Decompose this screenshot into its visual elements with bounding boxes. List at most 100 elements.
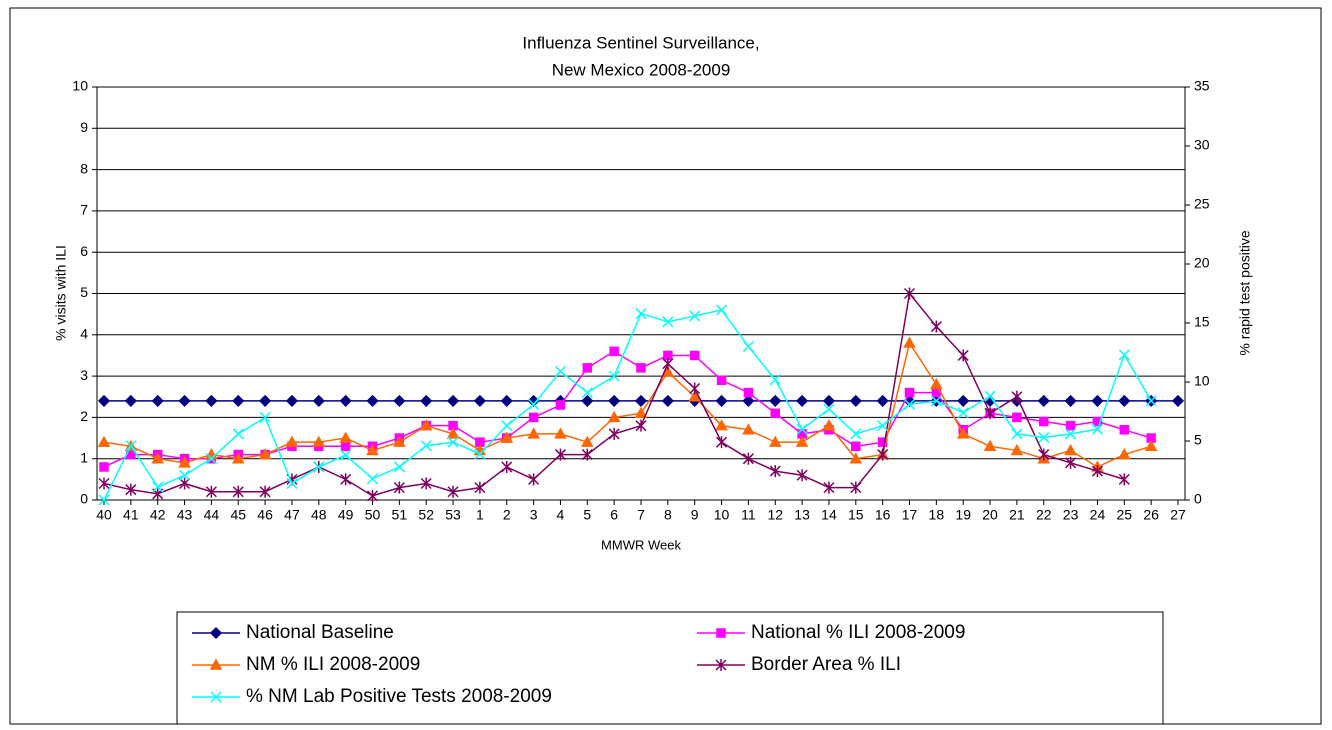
marker	[97, 394, 111, 407]
marker	[259, 411, 271, 423]
x-tick-label: 10	[714, 507, 730, 523]
marker	[1118, 349, 1130, 361]
marker	[956, 427, 970, 439]
marker	[849, 394, 862, 407]
x-tick-label: 46	[257, 507, 273, 523]
marker	[366, 473, 379, 485]
marker	[716, 436, 728, 449]
marker	[661, 394, 674, 407]
marker	[393, 461, 405, 473]
marker	[209, 658, 223, 670]
marker	[957, 394, 970, 407]
x-tick-label: 25	[1117, 507, 1133, 523]
x-tick-label: 17	[902, 507, 918, 523]
x-tick-label: 22	[1036, 507, 1052, 523]
marker	[1065, 428, 1077, 440]
y-tick-label: 1	[80, 449, 88, 465]
marker	[420, 440, 432, 452]
marker	[179, 469, 191, 481]
marker	[877, 420, 889, 432]
marker	[1171, 394, 1185, 407]
marker	[340, 473, 352, 486]
marker	[339, 394, 352, 407]
marker	[850, 481, 862, 494]
marker	[716, 304, 728, 316]
x-tick-label: 47	[284, 507, 300, 523]
marker	[715, 659, 727, 671]
marker	[903, 398, 916, 410]
marker	[903, 287, 916, 300]
marker	[634, 394, 648, 407]
marker	[608, 394, 621, 407]
marker	[769, 465, 781, 478]
x-tick-label: 51	[392, 507, 408, 523]
marker	[178, 456, 191, 468]
marker	[877, 448, 889, 461]
marker	[286, 477, 298, 490]
marker	[1064, 394, 1077, 407]
marker	[715, 394, 728, 407]
marker	[554, 365, 566, 377]
legend-label: Border Area % ILI	[751, 654, 901, 675]
marker	[124, 394, 137, 407]
marker	[1065, 420, 1076, 431]
marker	[151, 452, 164, 464]
marker	[420, 477, 432, 490]
marker	[688, 390, 701, 402]
marker	[205, 485, 217, 498]
marker	[769, 374, 781, 386]
marker	[232, 428, 244, 440]
legend-label: NM % ILI 2008-2009	[246, 654, 420, 675]
marker	[447, 436, 459, 448]
x-tick-label: 26	[1143, 507, 1159, 523]
marker	[1064, 443, 1077, 456]
y-tick-label: 6	[80, 243, 88, 259]
marker	[823, 481, 835, 494]
marker	[742, 423, 755, 435]
chart-title: Influenza Sentinel Surveillance,	[522, 33, 759, 52]
marker	[581, 435, 594, 447]
x-tick-label: 12	[767, 507, 783, 523]
x-tick-label: 2	[503, 507, 511, 523]
x-tick-label: 48	[311, 507, 327, 523]
y2-tick-label: 5	[1194, 432, 1202, 448]
marker	[822, 419, 836, 431]
marker	[1038, 431, 1050, 443]
marker	[209, 626, 223, 640]
marker	[876, 394, 889, 407]
marker	[957, 407, 969, 419]
marker	[689, 310, 701, 322]
y2-tick-label: 35	[1194, 78, 1210, 94]
marker	[742, 394, 755, 407]
legend	[176, 611, 1164, 725]
marker	[1038, 448, 1050, 461]
marker	[446, 427, 460, 439]
y-tick-label: 9	[80, 119, 88, 135]
marker	[231, 452, 245, 464]
marker	[823, 403, 835, 415]
marker	[178, 394, 191, 407]
marker	[528, 412, 539, 423]
x-tick-label: 5	[583, 507, 591, 523]
x-tick-label: 18	[929, 507, 945, 523]
x-tick-label: 19	[955, 507, 971, 523]
marker	[877, 437, 888, 447]
marker	[179, 477, 191, 490]
marker	[581, 387, 593, 399]
x-tick-label: 40	[96, 507, 112, 523]
marker	[1091, 465, 1103, 478]
marker	[285, 435, 299, 447]
marker	[984, 390, 996, 402]
marker	[125, 440, 137, 452]
legend-label: National % ILI 2008-2009	[751, 622, 965, 643]
marker	[528, 473, 540, 486]
marker	[500, 431, 514, 443]
y-tick-label: 0	[80, 491, 88, 507]
marker	[98, 494, 110, 506]
marker	[662, 316, 674, 328]
marker	[205, 394, 218, 407]
marker	[742, 341, 754, 353]
marker	[930, 377, 943, 390]
y-tick-label: 2	[80, 408, 88, 424]
